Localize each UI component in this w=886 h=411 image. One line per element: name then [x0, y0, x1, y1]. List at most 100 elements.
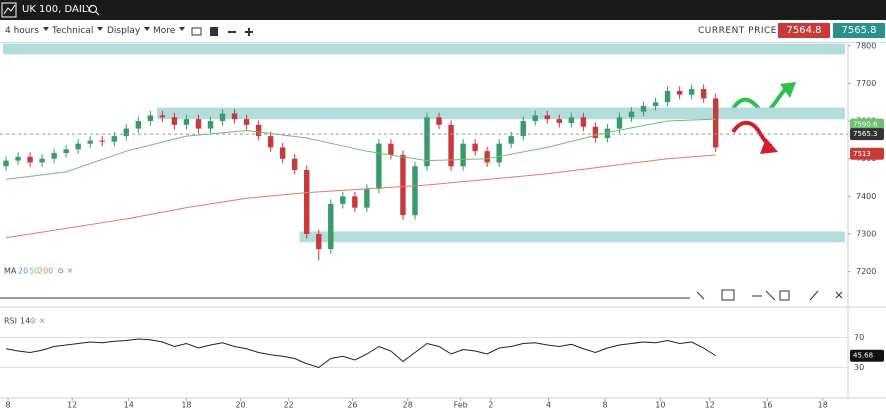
candle-body [207, 121, 214, 129]
rsi-line [5, 338, 716, 369]
y-tick-label: 70 [854, 333, 864, 342]
zone [3, 43, 846, 55]
instrument-title: UK 100, DAILY [22, 4, 93, 15]
candle-body [580, 117, 587, 127]
candle-body [111, 136, 117, 142]
x-tick-label: Feb [454, 401, 468, 410]
x-tick-label: 2 [488, 401, 493, 410]
candle-body [255, 124, 262, 137]
candle-body [688, 89, 695, 95]
sell-price[interactable]: 7564.8 [778, 23, 830, 38]
candle-body [640, 106, 647, 112]
candle-body [484, 151, 490, 163]
candle-body [75, 143, 81, 150]
candle-body [472, 143, 478, 152]
x-tick-label: 10 [655, 401, 665, 410]
candle-body [171, 117, 178, 125]
candle-body [99, 140, 105, 142]
panel-title: RSI [4, 317, 17, 326]
x-tick-label: 8 [602, 401, 607, 410]
x-tick-label: 18 [181, 401, 191, 410]
panel-period: 14 [20, 317, 30, 326]
candle-body [291, 158, 298, 170]
candle-body [628, 111, 635, 118]
value-tag [850, 118, 884, 131]
candle-body [340, 196, 346, 204]
title-bar: UK 100, DAILY [0, 0, 886, 20]
candle-body [39, 158, 45, 163]
logo [1, 2, 17, 18]
y-tick-label: 7300 [856, 230, 876, 239]
candle-body [267, 136, 274, 148]
ma-line [5, 118, 716, 180]
x-tick-label: 12 [705, 401, 715, 410]
candle-body [183, 119, 190, 125]
value-tag-text: 45.68 [853, 352, 873, 360]
candle-body [604, 128, 611, 138]
candle-body [63, 149, 69, 154]
y-tick-label: 7800 [856, 41, 876, 50]
candle-body [616, 117, 623, 129]
panel-icons: ⚙ ✕ [29, 317, 45, 326]
zone [156, 107, 845, 120]
candle-body [328, 203, 334, 250]
candle-body [15, 156, 21, 161]
menu[interactable]: Technical [52, 26, 103, 36]
candle-body [51, 153, 57, 159]
search-icon[interactable] [88, 4, 100, 16]
candle-body [3, 160, 9, 167]
current-price-label: CURRENT PRICE: [698, 26, 781, 36]
zone [299, 231, 846, 243]
candle-body [123, 128, 130, 137]
legend-label: MA [4, 267, 17, 276]
menu[interactable]: Display [107, 26, 150, 36]
toolbar-icons[interactable] [190, 22, 260, 42]
y-tick-label: 30 [854, 363, 864, 372]
candle-body [556, 119, 563, 123]
value-tag-text: 7513 [853, 150, 871, 158]
candle-body [460, 143, 466, 167]
candle-body [532, 115, 538, 122]
candle-body [316, 234, 322, 250]
x-tick-label: 20 [235, 401, 245, 410]
x-tick-label: 8 [6, 401, 11, 410]
buy-price[interactable]: 7565.8 [833, 23, 885, 38]
drawing-tools[interactable] [696, 289, 843, 301]
candle-body [135, 121, 142, 129]
candle-body [400, 154, 406, 216]
candle-body [676, 90, 683, 95]
x-tick-label: 14 [124, 401, 134, 410]
candle-body [592, 126, 599, 138]
candle-body [436, 117, 442, 125]
value-tag [850, 128, 884, 141]
y-tick-label: 7400 [856, 192, 876, 201]
toolbar: 4 hours Technical Display More CURRENT P… [0, 20, 886, 43]
legend-entry: 200 [38, 267, 53, 276]
value-tag [850, 147, 884, 160]
x-tick-label: 28 [403, 401, 413, 410]
candle-body [568, 117, 575, 123]
candle-body [27, 156, 33, 163]
x-tick-label: 22 [284, 401, 294, 410]
legend-entry: 50 [29, 267, 39, 276]
candle-body [304, 170, 310, 234]
menu[interactable]: More [153, 26, 185, 36]
legend-entry: 20 [18, 267, 28, 276]
candle-body [159, 115, 166, 118]
candle-body [352, 196, 358, 208]
menu[interactable]: 4 hours [5, 26, 49, 36]
candle-body [279, 147, 286, 159]
candle-body [195, 119, 202, 129]
y-tick-label: 7200 [856, 267, 876, 276]
value-tag-text: 7565.3 [853, 130, 878, 138]
candle-body [520, 121, 526, 137]
candle-body [243, 119, 250, 125]
candle-body [448, 124, 454, 167]
candle-body [652, 102, 659, 106]
value-tag-text: 7590.6 [853, 121, 878, 129]
candle-body [508, 136, 514, 144]
x-tick-label: 18 [818, 401, 828, 410]
x-tick-label: 26 [347, 401, 357, 410]
candle-body [87, 140, 93, 144]
